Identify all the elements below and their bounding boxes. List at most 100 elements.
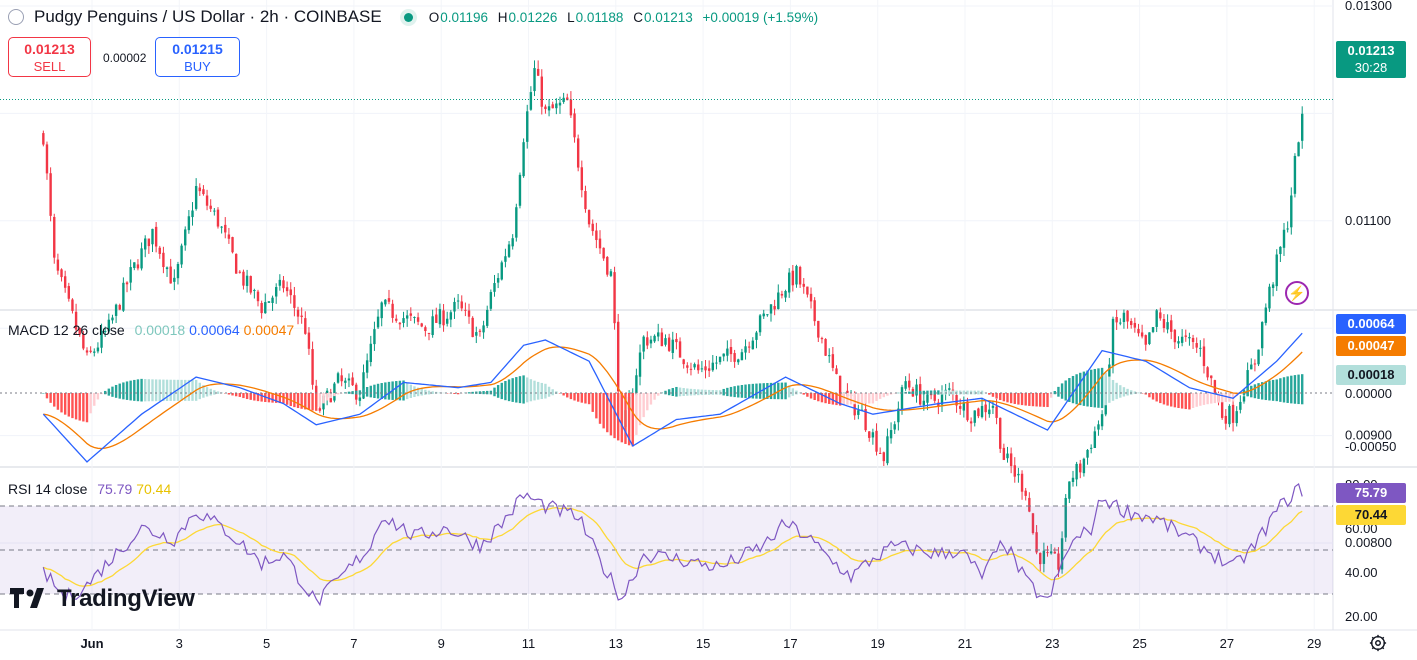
candle-body (1049, 551, 1053, 554)
candle-body (1108, 364, 1111, 377)
candle-body (646, 337, 649, 346)
candle-body (980, 405, 984, 418)
settings-gear-icon[interactable] (1369, 634, 1387, 652)
macd-histogram-bar (529, 379, 533, 402)
candle-body (1170, 320, 1173, 332)
candle-body (82, 334, 85, 349)
candle-body (824, 338, 827, 356)
macd-histogram-bar (369, 385, 372, 398)
macd-histogram-bar (362, 388, 365, 396)
candle-body (122, 282, 125, 311)
macd-histogram-bar (402, 380, 405, 401)
candle-body (595, 230, 598, 241)
candle-body (107, 319, 111, 332)
macd-histogram-bar (1064, 380, 1067, 401)
candle-body (486, 309, 489, 326)
macd-histogram-bar (522, 375, 525, 404)
candle-body (940, 393, 944, 405)
symbol-title[interactable]: Pudgy Penguins / US Dollar · 2h · COINBA… (34, 7, 382, 26)
candle-body (718, 356, 722, 363)
macd-histogram-bar (1155, 393, 1158, 402)
candle-body (1159, 312, 1162, 319)
candle-body (194, 186, 198, 209)
candle-body (918, 384, 922, 405)
macd-histogram-bar (678, 387, 682, 397)
macd-histogram-bar (249, 393, 252, 400)
candle-body (882, 452, 885, 462)
macd-histogram-bar (318, 393, 322, 407)
candle-body (100, 331, 103, 348)
candle-body (489, 292, 493, 309)
candle-body (478, 330, 482, 332)
candle-body (336, 373, 340, 383)
macd-histogram-bar (667, 389, 671, 396)
macd-histogram-bar (336, 393, 340, 395)
macd-histogram-bar (875, 393, 878, 401)
candle-body (838, 375, 842, 401)
macd-histogram-bar (606, 393, 609, 433)
candle-body (147, 238, 151, 247)
candle-body (780, 293, 784, 296)
rsi-legend[interactable]: RSI 14 close 75.79 70.44 (8, 481, 171, 497)
candle-body (1082, 458, 1086, 474)
candle-body (398, 322, 402, 325)
macd-histogram-bar (467, 392, 471, 394)
macd-histogram-bar (627, 393, 631, 446)
candle-body (1224, 415, 1227, 424)
macd-histogram-bar (791, 388, 795, 396)
macd-histogram-bar (496, 385, 500, 398)
last-price-badge: 0.01213 30:28 (1336, 41, 1406, 78)
macd-histogram-bar (187, 379, 191, 401)
candle-body (67, 286, 71, 299)
macd-histogram-bar (860, 393, 864, 404)
macd-legend[interactable]: MACD 12 26 close 0.00018 0.00064 0.00047 (8, 322, 294, 338)
candle-body (722, 353, 725, 357)
macd-histogram-bar (831, 393, 835, 405)
candle-body (431, 316, 434, 336)
macd-histogram-bar (325, 393, 329, 401)
candle-body (1275, 254, 1278, 287)
macd-histogram-bar (747, 384, 751, 399)
buy-button[interactable]: 0.01215 BUY (155, 37, 240, 77)
macd-histogram-bar (1191, 393, 1195, 409)
macd-histogram-bar (1089, 369, 1093, 407)
macd-histogram-bar (486, 390, 489, 395)
tradingview-wordmark: TradingView (57, 585, 195, 612)
candle-body (365, 360, 369, 373)
macd-histogram-bar (569, 393, 573, 400)
candle-body (606, 256, 609, 275)
macd-histogram-bar (147, 379, 151, 402)
candle-body (726, 348, 729, 356)
candle-body (1057, 553, 1060, 570)
candle-body (966, 401, 969, 421)
candle-body (449, 312, 453, 320)
candle-body (435, 314, 438, 323)
macd-histogram-bar (835, 393, 838, 406)
bar-countdown: 30:28 (1354, 60, 1388, 75)
candle-body (1202, 346, 1206, 367)
candle-body (1031, 513, 1035, 534)
macd-histogram-bar (933, 390, 936, 395)
macd-histogram-bar (922, 390, 926, 395)
time-tick-label: 27 (1220, 636, 1234, 651)
macd-histogram-bar (1086, 370, 1089, 407)
candle-body (1060, 538, 1064, 570)
macd-histogram-bar (180, 379, 183, 401)
macd-histogram-bar (853, 393, 856, 405)
macd-histogram-bar (1035, 393, 1038, 407)
candle-body (558, 102, 562, 106)
sell-button[interactable]: 0.01213 SELL (8, 37, 91, 77)
macd-histogram-bar (140, 378, 143, 402)
candle-body (358, 397, 362, 401)
macd-signal-line (43, 346, 1303, 450)
macd-histogram-bar (526, 377, 529, 403)
macd-histogram-bar (216, 391, 220, 394)
macd-histogram-bar (646, 393, 649, 411)
candle-body (529, 92, 533, 110)
sell-label: SELL (33, 59, 66, 74)
candle-body (657, 332, 660, 337)
candle-body (1253, 363, 1257, 365)
macd-histogram-bar (1130, 390, 1133, 395)
lightning-icon[interactable]: ⚡ (1285, 281, 1309, 305)
macd-histogram-bar (93, 393, 96, 406)
